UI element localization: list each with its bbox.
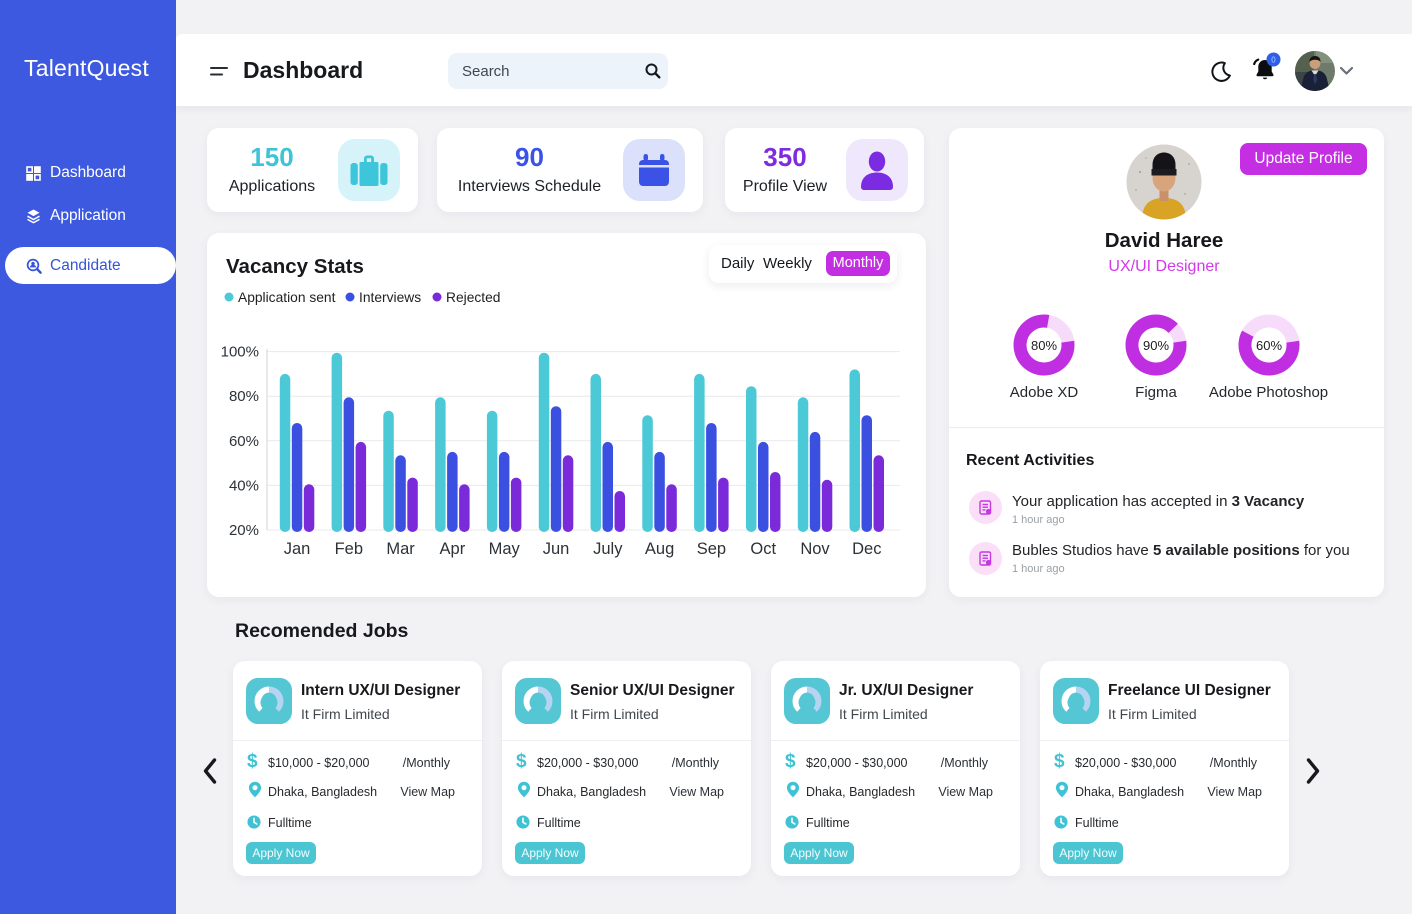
svg-text:Jan: Jan	[284, 540, 311, 558]
svg-text:Mar: Mar	[386, 540, 415, 558]
svg-text:Feb: Feb	[335, 540, 363, 558]
svg-text:100%: 100%	[221, 344, 259, 361]
svg-text:60%: 60%	[229, 433, 259, 450]
svg-text:Sep: Sep	[697, 540, 726, 558]
svg-text:40%: 40%	[229, 477, 259, 494]
svg-text:Oct: Oct	[750, 540, 776, 558]
svg-text:Dec: Dec	[852, 540, 881, 558]
svg-text:Aug: Aug	[645, 540, 674, 558]
svg-text:20%: 20%	[229, 522, 259, 539]
svg-text:0: 0	[1271, 55, 1276, 64]
svg-text:Apr: Apr	[440, 540, 466, 558]
svg-text:July: July	[593, 540, 623, 558]
svg-text:80%: 80%	[229, 388, 259, 405]
svg-text:Nov: Nov	[800, 540, 830, 558]
svg-text:May: May	[489, 540, 521, 558]
svg-text:Jun: Jun	[543, 540, 570, 558]
